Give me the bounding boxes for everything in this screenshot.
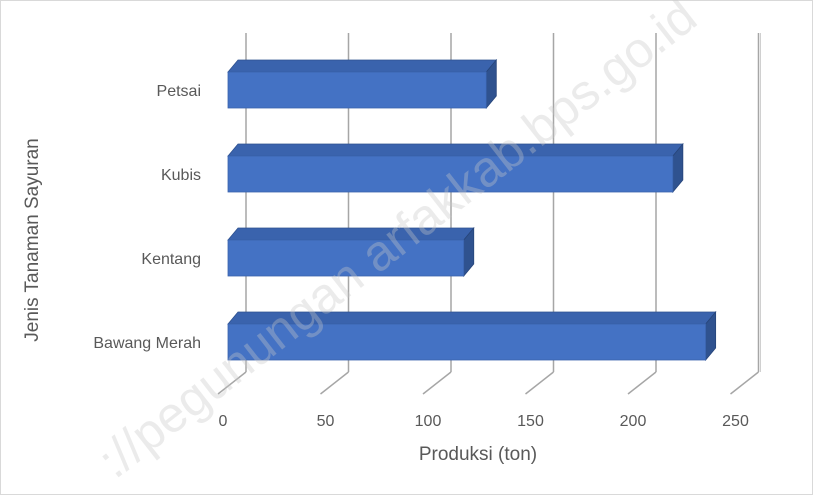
x-tick-label: 200 [620,413,647,430]
gridline-floor [320,371,349,395]
x-axis-title: Produksi (ton) [419,444,537,465]
gridline-floor [627,371,657,395]
bar [227,239,465,277]
bar [227,71,487,109]
bar [227,323,707,361]
x-tick-label: 50 [317,413,335,430]
y-axis-title: Jenis Tanaman Sayuran [22,138,43,342]
bar-top [227,59,498,73]
gridline-floor [730,371,759,395]
gridline-floor [217,371,247,395]
bar-top [227,143,684,157]
y-tick-label: Petsai [157,83,201,100]
gridline-floor [422,371,452,395]
x-tick-label: 150 [517,413,544,430]
bar [227,155,674,193]
x-tick-label: 100 [415,413,442,430]
x-tick-label: 0 [219,413,228,430]
x-tick-label: 250 [722,413,749,430]
y-tick-label: Bawang Merah [93,335,201,352]
tick-labels: 0 50 100 150 200 250 Bawang Merah Kentang Kubis P… [93,83,749,430]
y-tick-label: Kubis [161,167,201,184]
gridline-floor [525,371,554,395]
bars [227,58,717,362]
y-tick-label: Kentang [141,251,201,268]
